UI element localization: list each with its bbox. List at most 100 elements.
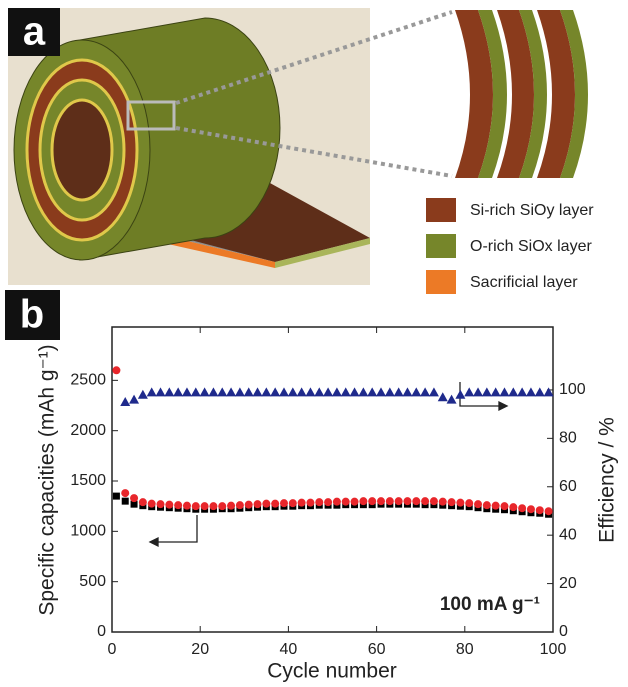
y2-axis-label: Efficiency / %	[596, 417, 619, 543]
data-point	[491, 387, 501, 396]
data-point	[235, 387, 245, 396]
data-point	[455, 390, 465, 399]
y2-tick-label: 20	[559, 575, 577, 592]
data-point	[244, 387, 254, 396]
data-point	[482, 387, 492, 396]
data-point	[411, 387, 421, 396]
y2-tick-label: 60	[559, 478, 577, 495]
data-point	[208, 387, 218, 396]
data-point	[342, 498, 350, 506]
data-point	[527, 505, 535, 513]
data-point	[447, 395, 457, 404]
data-point	[289, 499, 297, 507]
data-point	[288, 387, 298, 396]
data-point	[499, 387, 509, 396]
figure: a Si-rich SiOy layerO-rich SiOx layerSac…	[0, 0, 628, 687]
legend-swatch	[426, 198, 456, 222]
data-point	[438, 392, 448, 401]
data-point	[535, 387, 545, 396]
data-point	[262, 500, 270, 508]
y-tick-label: 0	[97, 623, 106, 640]
data-point	[395, 497, 403, 505]
annotation: 100 mA g⁻¹	[440, 594, 540, 615]
data-point	[483, 501, 491, 509]
data-point	[536, 506, 544, 514]
data-point	[464, 387, 474, 396]
data-point	[200, 387, 210, 396]
data-point	[297, 387, 307, 396]
data-point	[368, 497, 376, 505]
data-point	[421, 497, 429, 505]
data-point	[218, 502, 226, 510]
data-point	[429, 387, 439, 396]
y-tick-label: 1500	[70, 472, 106, 489]
data-point	[385, 387, 395, 396]
data-point	[500, 502, 508, 510]
zoom-inset	[455, 10, 588, 178]
data-point	[351, 498, 359, 506]
data-point	[227, 502, 235, 510]
panel-label: b	[20, 293, 44, 337]
data-point	[157, 500, 165, 508]
data-point	[236, 501, 244, 509]
data-point	[323, 387, 333, 396]
panel-label: a	[23, 10, 46, 54]
data-point	[156, 387, 166, 396]
data-point	[518, 504, 526, 512]
data-point	[279, 387, 289, 396]
data-point	[217, 387, 227, 396]
x-tick-label: 100	[540, 641, 567, 658]
data-point	[402, 387, 412, 396]
data-point	[332, 387, 342, 396]
data-point	[473, 387, 483, 396]
data-point	[182, 387, 192, 396]
data-point	[430, 497, 438, 505]
data-point	[209, 502, 217, 510]
data-point	[474, 500, 482, 508]
data-point	[306, 499, 314, 507]
x-tick-label: 20	[191, 641, 209, 658]
data-point	[439, 498, 447, 506]
legend-swatch	[426, 234, 456, 258]
data-point	[420, 387, 430, 396]
y-tick-label: 2500	[70, 372, 106, 389]
data-point	[412, 497, 420, 505]
y-tick-label: 2000	[70, 422, 106, 439]
y-axis-label: Specific capacities (mAh g⁻¹)	[36, 344, 59, 615]
data-point	[324, 498, 332, 506]
data-point	[120, 397, 130, 406]
data-point	[271, 500, 279, 508]
data-point	[280, 499, 288, 507]
x-tick-label: 0	[108, 641, 117, 658]
data-point	[165, 501, 173, 509]
data-point	[403, 497, 411, 505]
data-point	[192, 502, 200, 510]
data-point	[508, 387, 518, 396]
arrow	[150, 382, 507, 546]
data-point	[174, 501, 182, 509]
data-point	[112, 366, 120, 374]
data-point	[315, 498, 323, 506]
data-point	[314, 387, 324, 396]
data-point	[358, 387, 368, 396]
data-point	[201, 502, 209, 510]
data-point	[113, 493, 120, 500]
data-point	[122, 498, 129, 505]
data-point	[544, 387, 554, 396]
data-point	[129, 395, 139, 404]
legend: Si-rich SiOy layerO-rich SiOx layerSacri…	[426, 198, 594, 294]
x-tick-label: 60	[368, 641, 386, 658]
x-tick-label: 40	[280, 641, 298, 658]
data-point	[305, 387, 315, 396]
data-point	[333, 498, 341, 506]
data-point	[226, 387, 236, 396]
data-point	[191, 387, 201, 396]
data-point	[298, 499, 306, 507]
legend-swatch	[426, 270, 456, 294]
data-point	[254, 500, 262, 508]
data-point	[148, 500, 156, 508]
data-point	[465, 499, 473, 507]
legend-label: Si-rich SiOy layer	[470, 202, 594, 219]
x-axis-label: Cycle number	[267, 660, 397, 683]
data-point	[377, 497, 385, 505]
